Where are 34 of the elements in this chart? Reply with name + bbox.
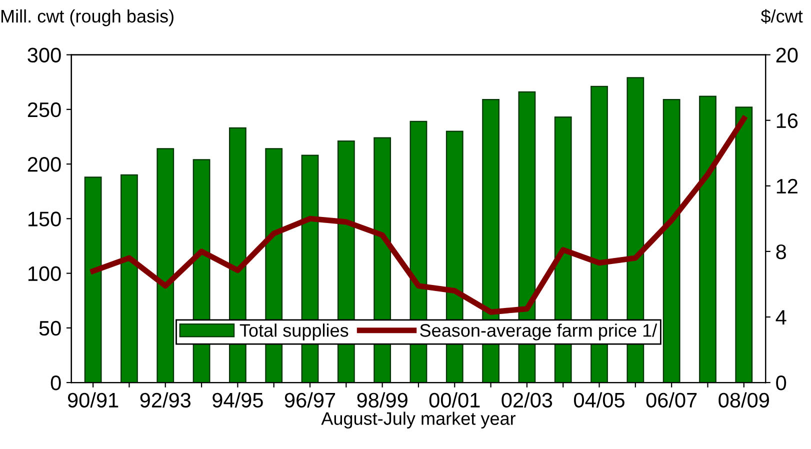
y-tick-label: 150 [28,212,61,226]
bar [156,148,174,383]
y2-tick-label: 4 [776,310,786,325]
x-tick-label: 98/99 [357,392,408,408]
y2-tick-label: 12 [776,178,798,194]
y-tick-label: 100 [28,266,61,282]
bar [120,174,138,383]
x-tick-label: 02/03 [502,392,552,408]
y-axis-title: Mill. cwt (rough basis) [1,9,174,26]
legend-label: Total supplies [240,324,348,340]
y-tick-label: 50 [39,320,61,336]
y-tick-label: 300 [28,48,61,63]
y-tick-label: 200 [28,157,61,172]
y2-tick-label: 16 [776,113,798,128]
x-axis-title: August-July market year [321,412,516,429]
x-tick-label: 96/97 [284,392,336,408]
x-tick-label: 90/91 [68,392,118,408]
bar [699,96,716,383]
bar [735,106,753,383]
y2-tick-label: 0 [776,376,786,390]
bar [84,176,102,383]
x-tick-label: 06/07 [646,392,697,408]
x-tick-label: 04/05 [574,392,624,408]
y2-tick-label: 8 [776,244,786,260]
y-tick-label: 250 [28,102,61,118]
y2-axis-title: $/cwt [760,9,803,24]
legend-label: Season-average farm price 1/ [420,324,658,340]
x-tick-label: 08/09 [718,392,769,408]
bar [662,99,680,383]
x-tick-label: 94/95 [212,392,263,408]
y2-tick-label: 20 [776,48,798,63]
x-tick-label: 92/93 [140,392,191,408]
x-tick-label: 00/01 [429,392,480,408]
y-tick-label: 0 [50,376,61,390]
